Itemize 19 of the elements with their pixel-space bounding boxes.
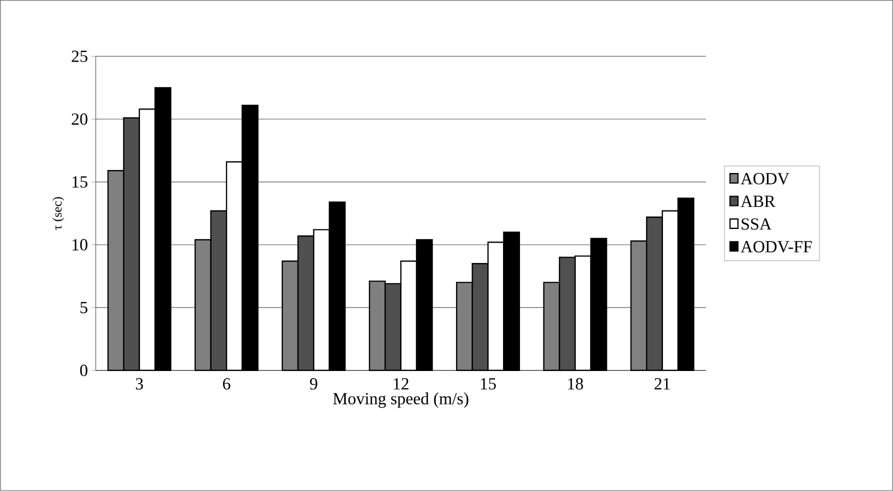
legend-label: AODV <box>740 173 790 184</box>
x-tick-label: 3 <box>136 378 143 390</box>
x-tick-label: 21 <box>654 378 670 390</box>
legend-label: AODV-FF <box>740 241 812 253</box>
y-tick-label: 5 <box>80 302 88 314</box>
legend-label: SSA <box>742 218 772 230</box>
x-tick-label: 6 <box>223 378 230 390</box>
y-tick-label: 25 <box>72 50 88 62</box>
y-tick-label: 20 <box>72 113 88 125</box>
y-tick-label: 10 <box>72 239 88 251</box>
x-axis-title: Moving speed (m/s) <box>333 392 468 408</box>
y-axis-title: τ (sec) <box>52 197 64 230</box>
y-tick-label: 15 <box>72 176 88 188</box>
y-tick-label: 0 <box>80 364 88 376</box>
x-tick-label: 15 <box>481 378 496 390</box>
x-tick-label: 18 <box>568 378 584 390</box>
x-tick-label: 12 <box>394 378 408 390</box>
x-tick-label: 9 <box>310 378 318 390</box>
legend-label: ABR <box>740 196 776 207</box>
